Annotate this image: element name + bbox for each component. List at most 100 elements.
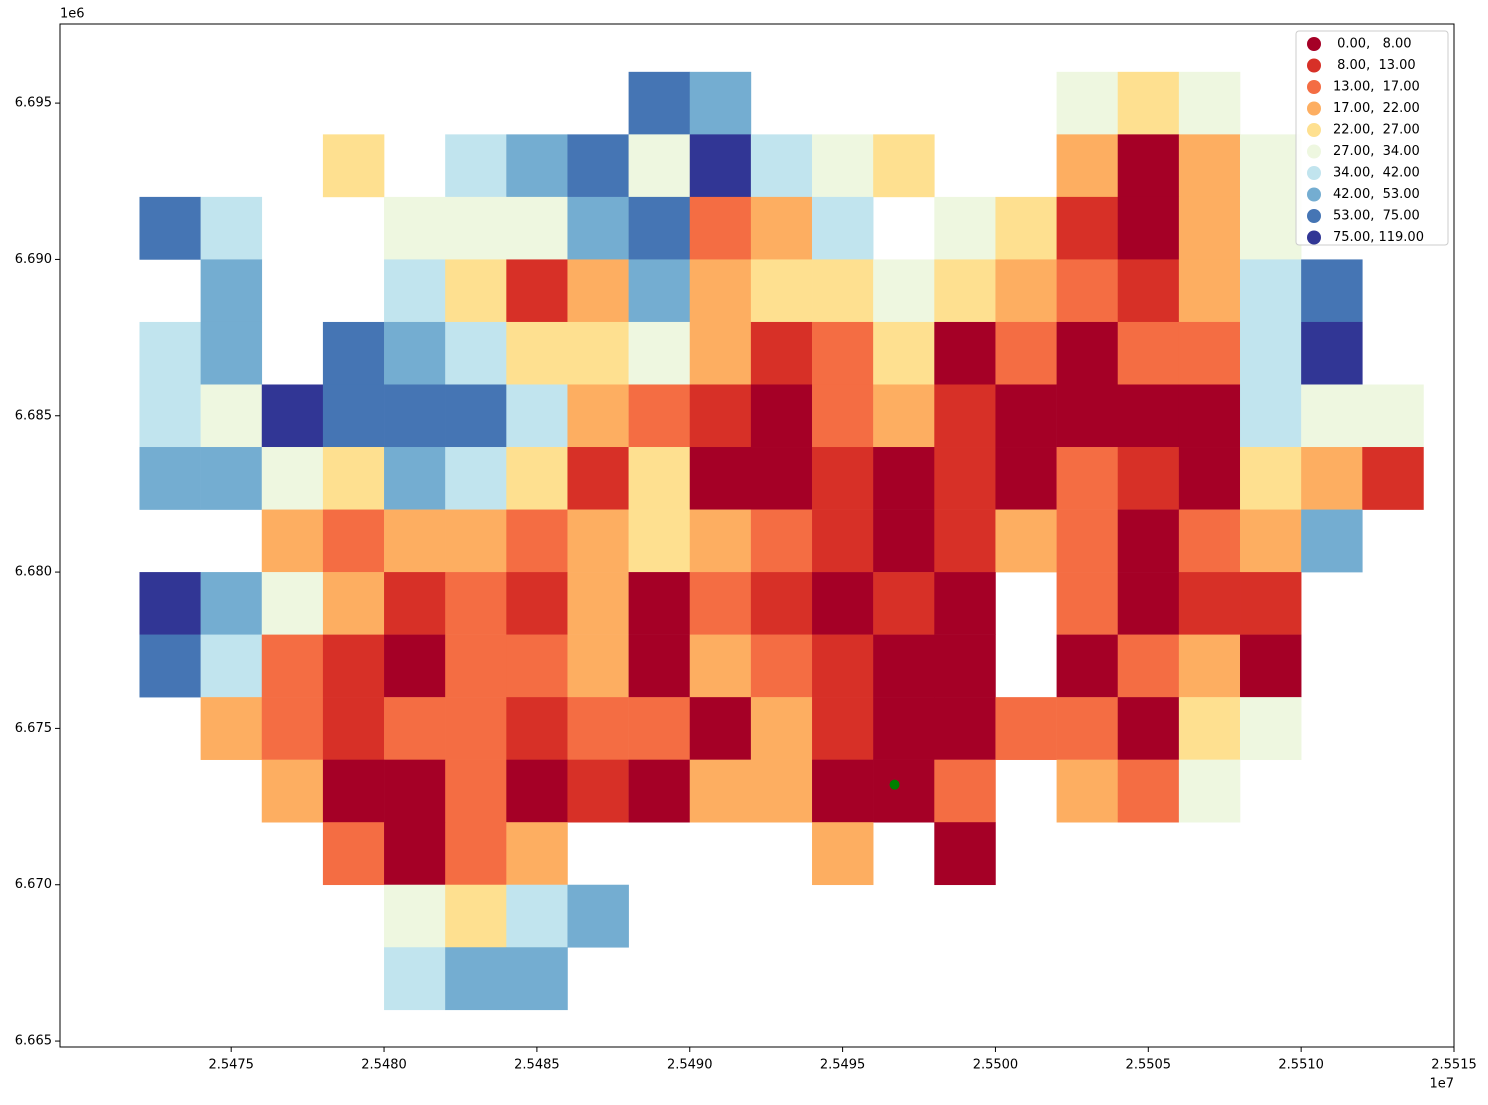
grid-cell [934,384,996,448]
grid-cell [567,759,629,823]
grid-cell [200,196,263,260]
legend-label: 13.00, 17.00 [1333,80,1420,95]
grid-cell [384,634,446,698]
grid-cell [384,259,446,323]
grid-cell [567,509,629,573]
grid-cell [1240,634,1302,698]
legend-label: 8.00, 13.00 [1333,58,1416,73]
grid-cell [1178,196,1241,260]
grid-cell [322,822,385,886]
grid-cell [1178,384,1241,448]
grid-cell [1240,259,1302,323]
grid-cell [689,634,752,698]
grid-cell [873,321,935,385]
grid-cell [995,196,1057,260]
grid-cell [628,634,691,698]
grid-cell [750,697,813,760]
grid-cell [506,321,568,385]
grid-cell [1117,71,1180,135]
grid-cell [261,634,324,698]
grid-cell [1178,572,1241,635]
grid-cell [873,134,935,198]
grid-cell [139,634,201,698]
grid-cell [750,572,813,635]
y-tick-label: 6.665 [15,1034,52,1049]
grid-cell [628,196,691,260]
grid-cell [445,697,507,760]
grid-cell [1056,196,1119,260]
grid-cell [812,759,874,823]
grid-cell [1178,134,1241,198]
grid-cell [873,634,935,698]
grid-cell [506,634,568,698]
legend-marker [1307,37,1321,51]
grid-cell [445,384,507,448]
grid-cell [506,509,568,573]
grid-cell [200,634,263,698]
grid-cell [873,447,935,510]
grid-cell [750,384,813,448]
grid-cell [506,259,568,323]
grid-cell [1301,321,1363,385]
y-tick-label: 6.675 [15,721,52,736]
grid-cell [1117,447,1180,510]
x-tick-label: 2.5490 [667,1058,713,1073]
grid-cell [445,634,507,698]
y-tick-label: 6.670 [15,877,52,892]
grid-cell [139,572,201,635]
grid-cell [689,134,752,198]
grid-cell [322,634,385,698]
grid-cell [567,447,629,510]
grid-cell [506,759,568,823]
legend-box [1295,30,1449,246]
grid-cell [873,509,935,573]
grid-cell [812,196,874,260]
grid-cell [812,697,874,760]
y-tick-label: 6.680 [15,565,52,580]
grid-cell [445,259,507,323]
legend-marker [1307,101,1321,116]
grid-cell [995,259,1057,323]
grid-cell [1117,259,1180,323]
grid-cell [1301,259,1363,323]
grid-cell [506,884,568,948]
grid-cell [628,384,691,448]
grid-cell [1117,759,1180,823]
grid-cell [445,884,507,948]
grid-cell [995,447,1057,510]
grid-cell [1240,509,1302,573]
legend-marker [1307,166,1321,180]
grid-cell [750,321,813,385]
grid-cell [261,384,324,448]
grid-cell [812,447,874,510]
grid-cell [1240,134,1302,198]
x-tick-label: 2.5485 [514,1058,560,1073]
location-point [889,779,900,790]
grid-cell [750,759,813,823]
grid-cell [1117,509,1180,573]
grid-cell [628,759,691,823]
grid-cell [1117,196,1180,260]
grid-cell [750,259,813,323]
y-tick-label: 6.695 [15,96,52,111]
grid-cell [1117,634,1180,698]
grid-cell [750,509,813,573]
grid-cell [445,321,507,385]
legend-marker [1307,144,1321,159]
grid-cell [1056,259,1119,323]
grid-cell [1301,509,1363,573]
legend-marker [1307,58,1321,73]
grid-cell [1117,134,1180,198]
grid-cell [812,134,874,198]
grid-cell [1056,321,1119,385]
x-tick-label: 2.5510 [1278,1058,1324,1073]
y-tick-label: 6.685 [15,408,52,423]
x-tick-label: 2.5505 [1126,1058,1172,1073]
grid-cell [995,697,1057,760]
grid-cell [384,759,446,823]
grid-cell [445,196,507,260]
legend-label: 27.00, 34.00 [1333,144,1420,159]
grid-cell [567,321,629,385]
legend-label: 17.00, 22.00 [1333,101,1420,116]
grid-cell [139,384,201,448]
